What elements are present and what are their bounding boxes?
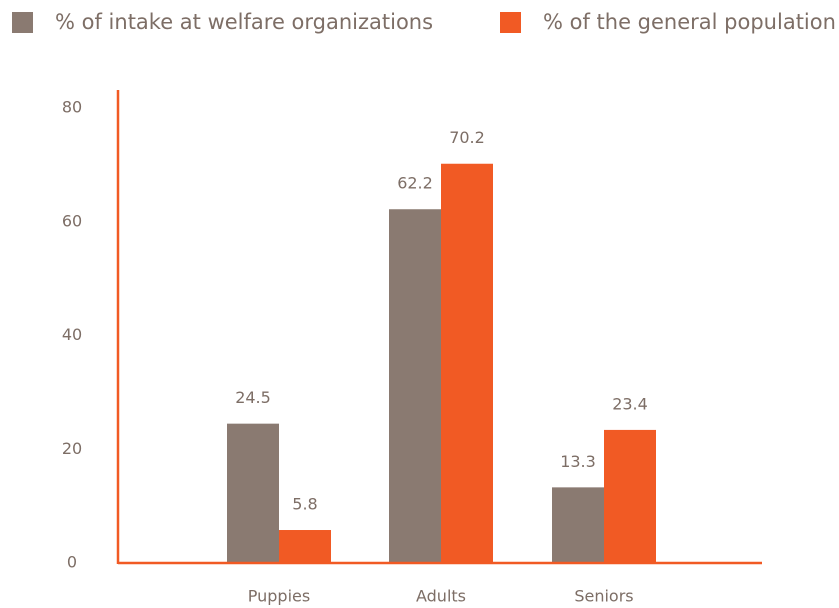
bar	[552, 487, 604, 563]
x-tick-label: Puppies	[248, 587, 310, 606]
data-label: 13.3	[560, 452, 596, 471]
y-tick-label: 0	[67, 553, 77, 572]
data-label: 70.2	[449, 128, 485, 147]
y-tick-label: 60	[62, 211, 82, 230]
bar	[389, 209, 441, 564]
x-tick-label: Seniors	[574, 587, 633, 606]
bar	[604, 429, 656, 563]
legend-label: % of the general population	[543, 10, 836, 34]
data-label: 62.2	[397, 174, 433, 193]
y-tick-label: 40	[62, 325, 82, 344]
data-label: 23.4	[612, 394, 648, 413]
y-tick-label: 20	[62, 439, 82, 458]
bar	[441, 163, 493, 564]
bar	[227, 423, 279, 563]
legend-label: % of intake at welfare organizations	[55, 10, 433, 34]
legend-swatch	[12, 12, 33, 33]
x-tick-label: Adults	[416, 587, 466, 606]
legend-swatch	[500, 12, 521, 33]
bar	[279, 530, 331, 563]
y-tick-label: 80	[62, 98, 82, 117]
data-label: 24.5	[235, 388, 271, 407]
data-label: 5.8	[292, 495, 317, 514]
